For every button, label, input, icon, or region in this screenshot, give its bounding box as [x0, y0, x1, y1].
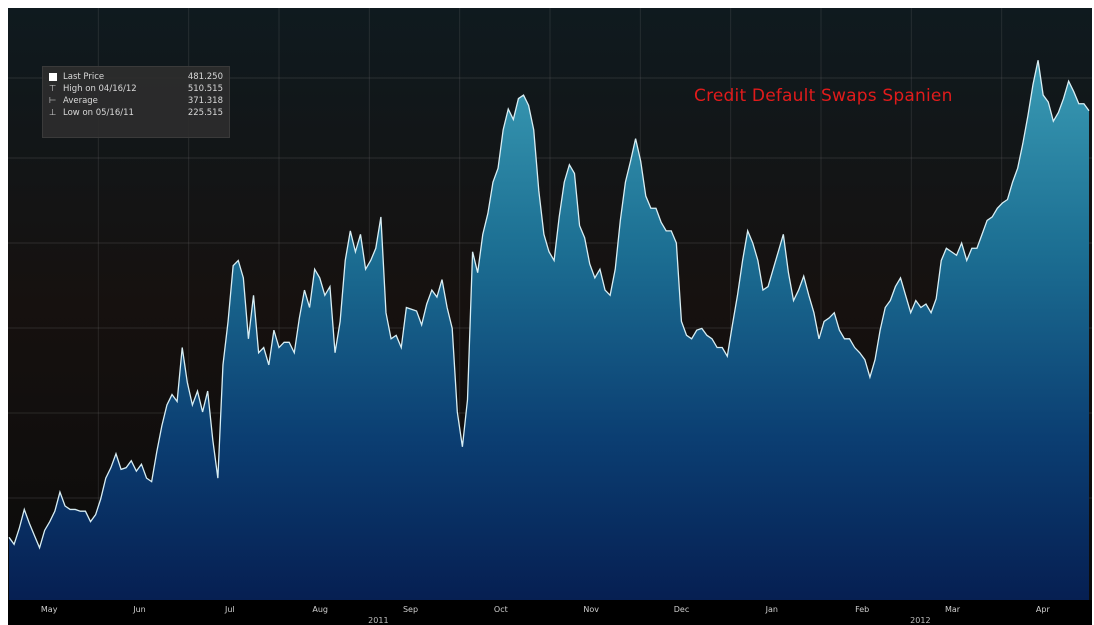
x-tick-label: Apr	[1036, 605, 1051, 614]
chart-container: May Jun Jul Aug Sep Oct Nov Dec Jan Feb Mar Apr 2011…	[8, 8, 1092, 625]
legend-item-last-price: Last Price 481.250	[49, 71, 223, 83]
legend-item-average: ⊢ Average 371.318	[49, 95, 223, 107]
x-tick-label: Jun	[132, 605, 146, 614]
x-tick-label: Jul	[224, 605, 235, 614]
low-marker-icon: ⊥	[49, 108, 57, 118]
x-tick-label: Oct	[494, 605, 508, 614]
x-year-label: 2011	[368, 616, 388, 625]
legend-label: Last Price	[63, 72, 105, 82]
legend-value: 510.515	[187, 84, 223, 94]
legend-value: 481.250	[187, 72, 223, 82]
legend-item-high: ⊤ High on 04/16/12 510.515	[49, 83, 223, 95]
x-year-label: 2012	[910, 616, 930, 625]
average-line-icon: ⊢	[49, 96, 57, 106]
chart-title: Credit Default Swaps Spanien	[694, 86, 953, 106]
legend: Last Price 481.250 ⊤ High on 04/16/12 51…	[42, 66, 230, 138]
x-tick-label: Sep	[403, 605, 418, 614]
legend-value: 371.318	[187, 96, 223, 106]
legend-label: Low on 05/16/11	[63, 108, 134, 118]
square-icon	[49, 72, 57, 81]
series-area-fill	[9, 60, 1089, 601]
series-area	[8, 60, 1090, 601]
legend-item-low: ⊥ Low on 05/16/11 225.515	[49, 107, 223, 119]
x-tick-label: Jan	[765, 605, 778, 614]
legend-label: Average	[63, 96, 98, 106]
legend-value: 225.515	[187, 108, 223, 118]
series-line	[8, 60, 1090, 550]
x-tick-label: Mar	[945, 605, 961, 614]
x-axis-band	[8, 600, 1092, 625]
x-tick-label: Nov	[583, 605, 599, 614]
x-tick-label: May	[41, 605, 58, 614]
x-tick-label: Aug	[312, 605, 328, 614]
x-tick-label: Feb	[855, 605, 869, 614]
price-chart: May Jun Jul Aug Sep Oct Nov Dec Jan Feb Mar Apr 2011…	[8, 8, 1092, 625]
legend-label: High on 04/16/12	[63, 84, 137, 94]
x-tick-label: Dec	[674, 605, 689, 614]
x-axis-ticks: May Jun Jul Aug Sep Oct Nov Dec Jan Feb Mar Apr 2011…	[41, 605, 1051, 625]
high-marker-icon: ⊤	[49, 84, 57, 94]
